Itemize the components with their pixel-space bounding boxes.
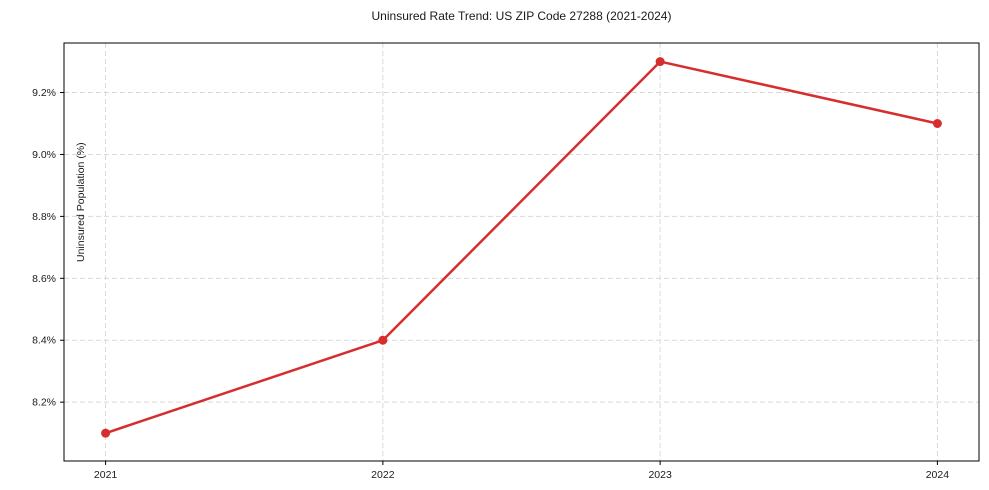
y-axis-label-text: Uninsured Population (%) bbox=[74, 142, 87, 262]
x-tick-label: 2022 bbox=[371, 469, 395, 481]
plot-spines bbox=[63, 42, 980, 462]
data-point-marker bbox=[378, 335, 388, 345]
y-tick-label: 9.2% bbox=[32, 87, 56, 99]
y-tick-label: 8.4% bbox=[32, 335, 56, 347]
data-point-marker bbox=[932, 119, 942, 129]
x-tick-label: 2023 bbox=[648, 469, 672, 481]
data-point-marker bbox=[655, 57, 665, 67]
x-tick-label: 2024 bbox=[926, 469, 950, 481]
y-tick-label: 8.6% bbox=[32, 273, 56, 285]
data-point-marker bbox=[101, 428, 111, 438]
y-tick-label: 9.0% bbox=[32, 149, 56, 161]
x-tick-label: 2021 bbox=[94, 469, 118, 481]
y-tick-label: 8.2% bbox=[32, 397, 56, 409]
chart-title: Uninsured Rate Trend: US ZIP Code 27288 … bbox=[371, 9, 672, 23]
trend-line bbox=[104, 60, 939, 435]
y-tick-label: 8.8% bbox=[32, 211, 56, 223]
